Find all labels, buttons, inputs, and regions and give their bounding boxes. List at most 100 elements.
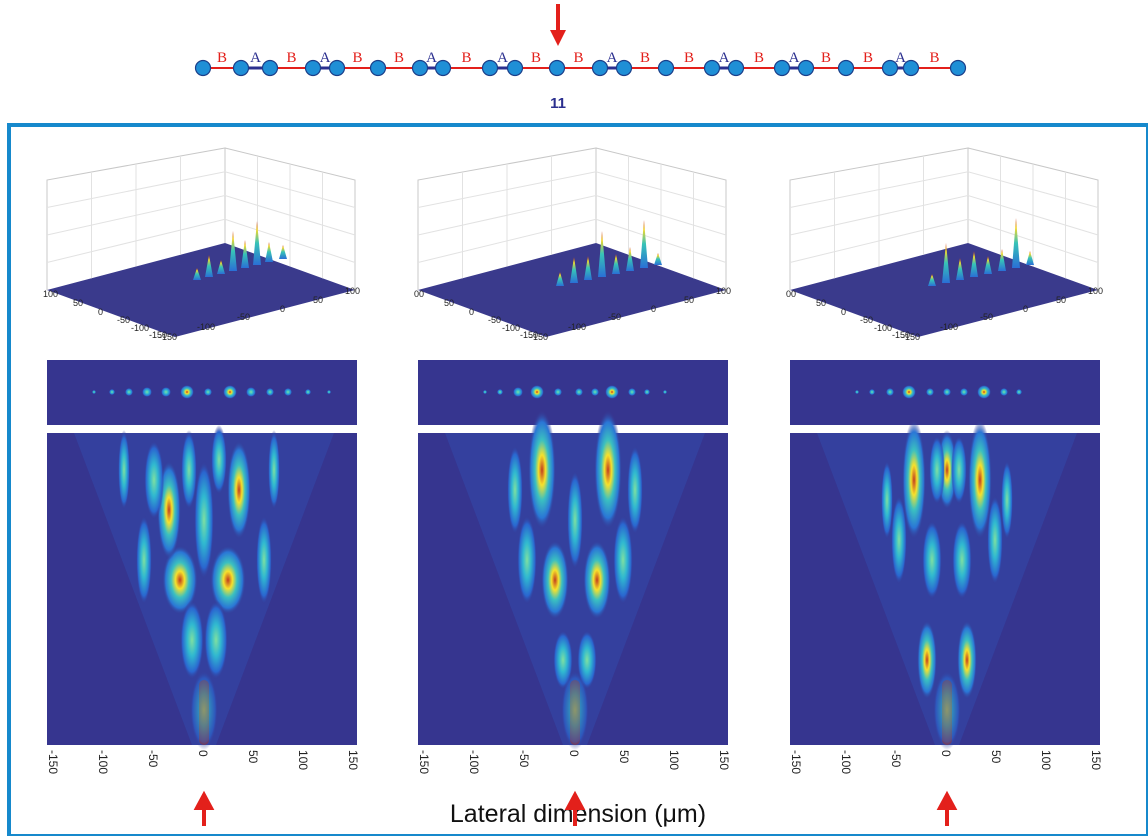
link-label: A — [789, 50, 800, 66]
waveguide — [330, 61, 345, 76]
beam — [957, 620, 977, 700]
output-spot — [591, 388, 599, 396]
beam — [144, 440, 164, 520]
output-spot — [855, 390, 859, 394]
axis-tick-label: 50 — [313, 295, 323, 305]
lateral-tick-label: -150 — [417, 750, 431, 774]
beam — [181, 430, 197, 510]
beam — [507, 445, 523, 535]
axis-tick-label: 00 — [414, 289, 424, 299]
lateral-tick-label: -100 — [467, 750, 481, 774]
output-spot — [554, 388, 562, 396]
waveguide — [904, 61, 919, 76]
output-spot — [1016, 389, 1022, 395]
axis-tick-label: 50 — [1056, 295, 1066, 305]
output-spot — [943, 388, 951, 396]
lateral-tick-label: -150 — [46, 750, 60, 774]
lateral-tick-label: 150 — [346, 750, 360, 770]
beam — [613, 515, 633, 605]
waveguide — [799, 61, 814, 76]
grid-line — [47, 172, 355, 208]
axis-tick-label: -100 — [568, 322, 586, 332]
output-spot — [628, 388, 636, 396]
link-label: B — [754, 50, 764, 66]
waveguide — [263, 61, 278, 76]
output-spot — [204, 388, 212, 396]
beam — [929, 435, 945, 505]
output-spot — [142, 387, 152, 397]
axis-tick-label: -50 — [237, 312, 250, 322]
axis-tick-label: -100 — [197, 322, 215, 332]
link-label: A — [250, 50, 261, 66]
lateral-tick-label: -100 — [839, 750, 853, 774]
axis-tick-label: 0 — [98, 307, 103, 317]
axis-tick-label: 0 — [651, 304, 656, 314]
output-spot — [161, 387, 171, 397]
axis-tick-label: -50 — [980, 312, 993, 322]
beam — [891, 495, 907, 585]
grid-line — [47, 196, 355, 236]
input-glow — [190, 670, 218, 750]
peak — [279, 245, 287, 259]
peak — [253, 221, 261, 265]
output-spot — [960, 388, 968, 396]
axis-tick-label: 0 — [1023, 304, 1028, 314]
waveguide — [705, 61, 720, 76]
axis-tick-label: -150 — [902, 332, 920, 342]
axis-tick-label: 50 — [684, 295, 694, 305]
output-spot — [327, 390, 331, 394]
peak — [640, 220, 648, 268]
axis-tick-label: -150 — [530, 332, 548, 342]
waveguide — [483, 61, 498, 76]
axis-tick-label: 100 — [1088, 286, 1103, 296]
output-spot — [644, 389, 650, 395]
link-label: B — [394, 50, 404, 66]
axis-tick-label: -50 — [117, 315, 130, 325]
link-label: B — [573, 50, 583, 66]
lateral-tick-label: -100 — [96, 750, 110, 774]
output-spot — [886, 388, 894, 396]
lateral-tick-label: 100 — [1039, 750, 1053, 770]
beam — [987, 495, 1003, 585]
link-label: B — [684, 50, 694, 66]
waveguide — [729, 61, 744, 76]
lateral-tick-label: 0 — [567, 750, 581, 757]
waveguide — [775, 61, 790, 76]
beam — [881, 460, 893, 540]
lateral-tick-label: 150 — [1089, 750, 1103, 770]
axis-tick-label: -100 — [502, 323, 520, 333]
lateral-tick-label: 50 — [989, 750, 1003, 764]
beam — [180, 600, 204, 680]
output-spot — [869, 389, 875, 395]
output-spot — [284, 388, 292, 396]
link-label: B — [461, 50, 471, 66]
input-glow — [561, 670, 589, 750]
axis-tick-label: -100 — [131, 323, 149, 333]
waveguide — [593, 61, 608, 76]
beam — [211, 425, 227, 495]
axis-tick-label: 100 — [345, 286, 360, 296]
beam — [917, 620, 937, 700]
waveguide — [617, 61, 632, 76]
link-label: B — [821, 50, 831, 66]
grid-line — [418, 172, 726, 208]
waveguide — [839, 61, 854, 76]
output-strip — [418, 360, 728, 425]
link-label: A — [320, 50, 331, 66]
waveguide — [883, 61, 898, 76]
beam — [268, 430, 280, 510]
link-label: B — [640, 50, 650, 66]
peak — [265, 242, 273, 262]
output-spot — [497, 389, 503, 395]
arrow-head — [550, 30, 566, 46]
axis-tick-label: 0 — [841, 307, 846, 317]
link-label: B — [217, 50, 227, 66]
waveguide — [508, 61, 523, 76]
axis-tick-label: 0 — [280, 304, 285, 314]
link-label: B — [286, 50, 296, 66]
waveguide — [436, 61, 451, 76]
grid-line — [418, 196, 726, 236]
waveguide — [371, 61, 386, 76]
output-spot — [926, 388, 934, 396]
beam — [528, 410, 556, 530]
